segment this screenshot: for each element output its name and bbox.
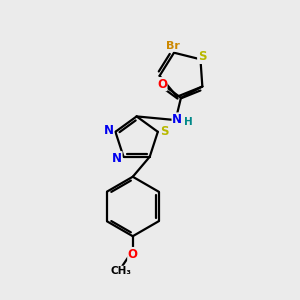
Text: O: O	[128, 248, 138, 260]
Text: H: H	[184, 117, 193, 127]
Text: S: S	[198, 50, 206, 63]
Text: N: N	[104, 124, 114, 137]
Text: S: S	[160, 125, 169, 138]
Text: Br: Br	[166, 41, 179, 51]
Text: O: O	[157, 78, 167, 91]
Text: N: N	[172, 113, 182, 126]
Text: CH₃: CH₃	[110, 266, 131, 276]
Text: N: N	[112, 152, 122, 165]
